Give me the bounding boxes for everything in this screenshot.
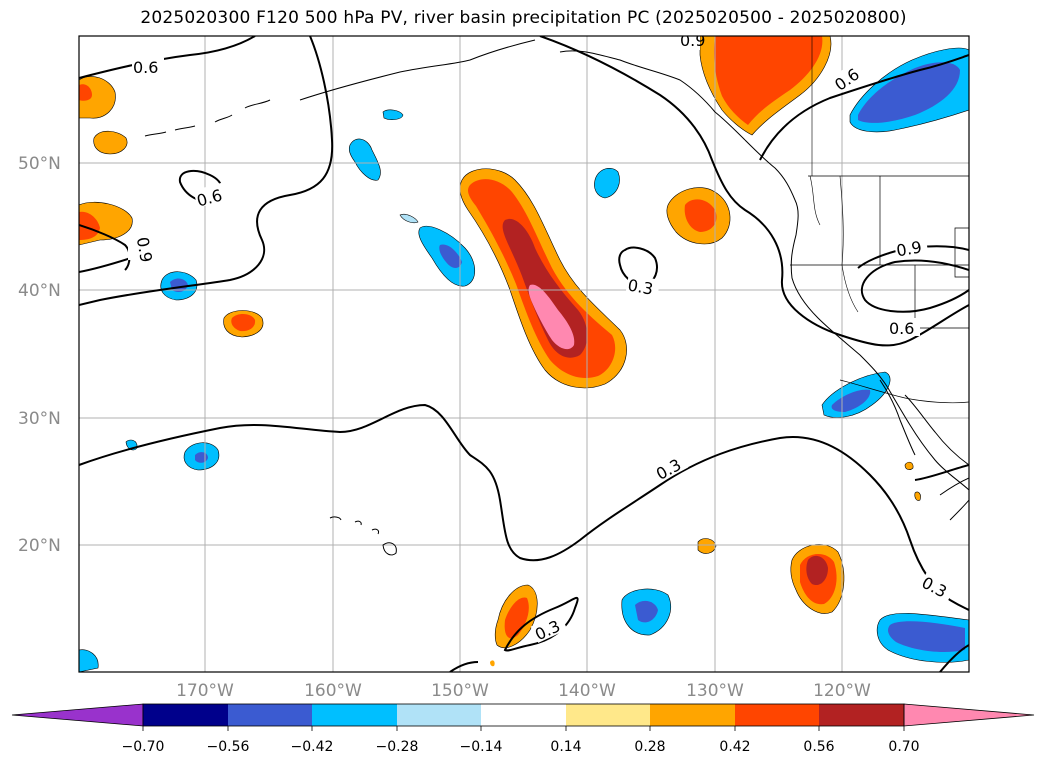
contour-label: 0.3: [626, 276, 654, 299]
colorbar-segment: [312, 704, 397, 726]
contour-label: 0.9: [680, 31, 705, 50]
contour-label: 0.6: [133, 58, 158, 77]
colorbar-segment: [735, 704, 819, 726]
colorbar-tick-label: 0.14: [550, 739, 581, 755]
lon-label-160w: 160°W: [304, 681, 362, 701]
colorbar-segment: [143, 704, 228, 726]
negative-51n: [348, 138, 381, 181]
map-border: [78, 35, 970, 673]
positive-45n-inner: [684, 199, 717, 232]
west-positive-51n: [93, 130, 128, 155]
central-positive-anomaly-core: [528, 284, 575, 350]
positive-small-20n: [697, 538, 717, 554]
colorbar-tick-label: −0.70: [122, 739, 165, 755]
colorbar-segment: [228, 704, 312, 726]
ne-negative-inner: [858, 62, 960, 123]
pnw-positive-inner: [713, 36, 823, 125]
contour-label: 0.9: [133, 236, 156, 264]
colorbar-tick-label: −0.14: [460, 739, 503, 755]
lon-label-120w: 120°W: [813, 681, 871, 701]
negative-10n-west: [79, 649, 99, 672]
colorbar-tick-label: 0.28: [634, 739, 665, 755]
contour-label: 0.9: [895, 237, 923, 260]
colorbar-segment: [819, 704, 904, 726]
lon-label-170w: 170°W: [176, 681, 234, 701]
longitude-axis: 170°W 160°W 150°W 140°W 130°W 120°W: [176, 681, 871, 701]
colorbar-segment: [566, 704, 650, 726]
lon-label-130w: 130°W: [686, 681, 744, 701]
lon-label-150w: 150°W: [431, 681, 489, 701]
colorbar-tick-label: 0.56: [803, 739, 834, 755]
colorbar-extend-max: [903, 703, 1035, 727]
latitude-axis: 50°N 40°N 30°N 20°N: [18, 154, 61, 556]
colorbar-tick-label: 0.70: [888, 739, 919, 755]
colorbar-segment: [481, 704, 566, 726]
lat-label-40n: 40°N: [18, 281, 61, 301]
colorbar-tick-label: −0.28: [376, 739, 419, 755]
negative-small-1: [382, 109, 404, 120]
lat-label-30n: 30°N: [18, 409, 61, 429]
colorbar-tick-label: −0.42: [291, 739, 334, 755]
negative-48n-east: [594, 167, 620, 199]
colorbar-segment: [650, 704, 735, 726]
lon-label-140w: 140°W: [558, 681, 616, 701]
colorbar: −0.70 −0.56 −0.42 −0.28 −0.14 0.14 0.28 …: [11, 703, 1035, 755]
contour-label: 0.6: [889, 319, 914, 338]
lat-label-20n: 20°N: [18, 536, 61, 556]
graticule: [79, 36, 969, 672]
colorbar-segment: [397, 704, 481, 726]
colorbar-extend-min: [11, 703, 144, 727]
precipitation-shading: [79, 36, 969, 672]
lat-label-50n: 50°N: [18, 154, 61, 174]
colorbar-tick-label: 0.42: [719, 739, 750, 755]
map-title: 2025020300 F120 500 hPa PV, river basin …: [140, 8, 907, 28]
colorbar-tick-label: −0.56: [207, 739, 250, 755]
